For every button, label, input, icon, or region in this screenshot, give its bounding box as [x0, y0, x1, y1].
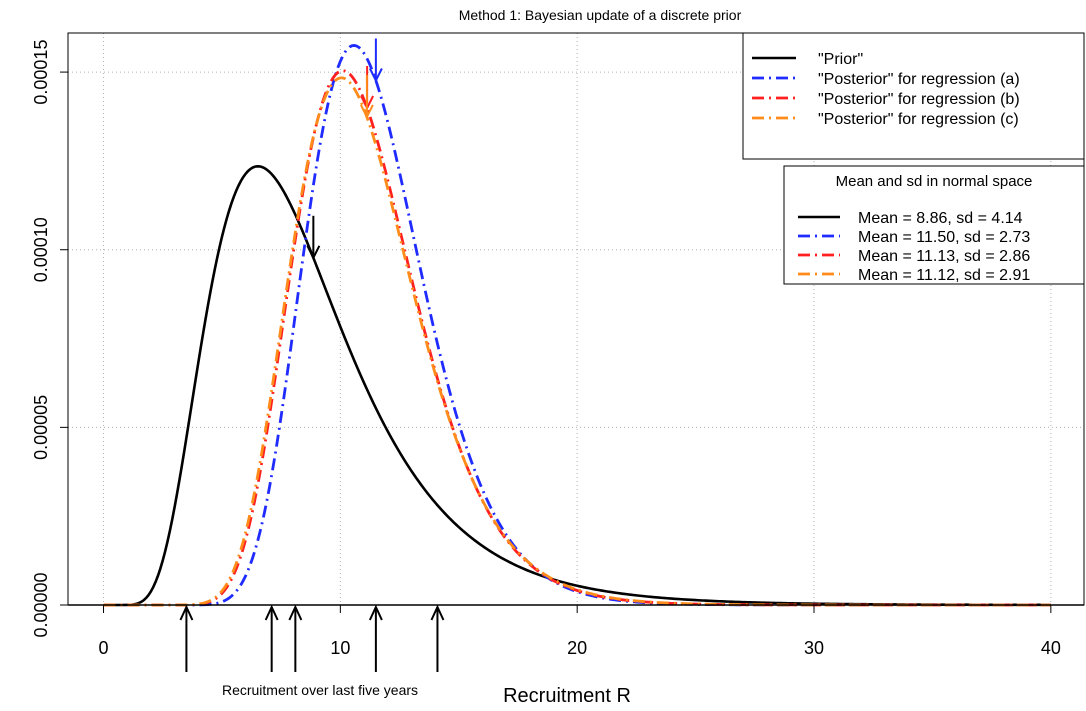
- observation-label: Recruitment over last five years: [222, 682, 418, 698]
- x-tick-label: 30: [804, 638, 824, 658]
- series-line-3: [103, 76, 1051, 607]
- x-tick-label: 0: [99, 638, 109, 658]
- stats-label-0: Mean = 8.86, sd = 4.14: [858, 210, 1023, 227]
- y-axis: 0.00000 0.00005 0.00010 0.00015: [31, 40, 68, 638]
- observation-arrow-head: [430, 604, 445, 621]
- x-axis-label: Recruitment R: [503, 685, 631, 707]
- legend-stats-box: [783, 165, 1085, 285]
- observation-arrow-head: [288, 604, 303, 621]
- observation-arrow-head: [264, 604, 279, 621]
- mean-marker-head-0: [306, 245, 321, 261]
- y-tick-label: 0.00005: [31, 395, 51, 460]
- legend-label-2: "Posterior" for regression (b): [818, 91, 1020, 108]
- mean-marker-head-3: [359, 104, 374, 120]
- legend-series: "Prior" "Posterior" for regression (a) "Po…: [742, 32, 1085, 160]
- x-tick-label: 40: [1041, 638, 1061, 658]
- stats-label-1: Mean = 11.50, sd = 2.73: [858, 229, 1030, 246]
- legend-series-box: [742, 32, 1085, 160]
- legend-stats: Mean and sd in normal space Mean = 8.86,…: [783, 165, 1085, 285]
- y-tick-label: 0.00010: [31, 217, 51, 282]
- legend-label-1: "Posterior" for regression (a): [818, 71, 1020, 88]
- legend-label-0: "Prior": [818, 51, 863, 68]
- y-tick-label: 0.00015: [31, 40, 51, 105]
- mean-marker-head-1: [368, 68, 383, 83]
- legend-stats-title: Mean and sd in normal space: [836, 173, 1033, 190]
- plot-frame: [67, 32, 1085, 606]
- y-tick-label: 0.00000: [31, 572, 51, 637]
- legend-label-3: "Posterior" for regression (c): [818, 111, 1019, 128]
- mean-markers: [306, 38, 383, 261]
- stats-label-2: Mean = 11.13, sd = 2.86: [858, 248, 1030, 265]
- stats-label-3: Mean = 11.12, sd = 2.91: [858, 267, 1030, 284]
- observation-arrow-head: [368, 604, 383, 621]
- observation-arrows: [179, 604, 445, 672]
- observation-arrow-head: [179, 604, 194, 621]
- chart-title: Method 1: Bayesian update of a discrete …: [459, 7, 742, 23]
- x-tick-label: 10: [330, 638, 350, 658]
- x-tick-label: 20: [567, 638, 587, 658]
- x-axis: 0 10 20 30 40: [99, 605, 1061, 658]
